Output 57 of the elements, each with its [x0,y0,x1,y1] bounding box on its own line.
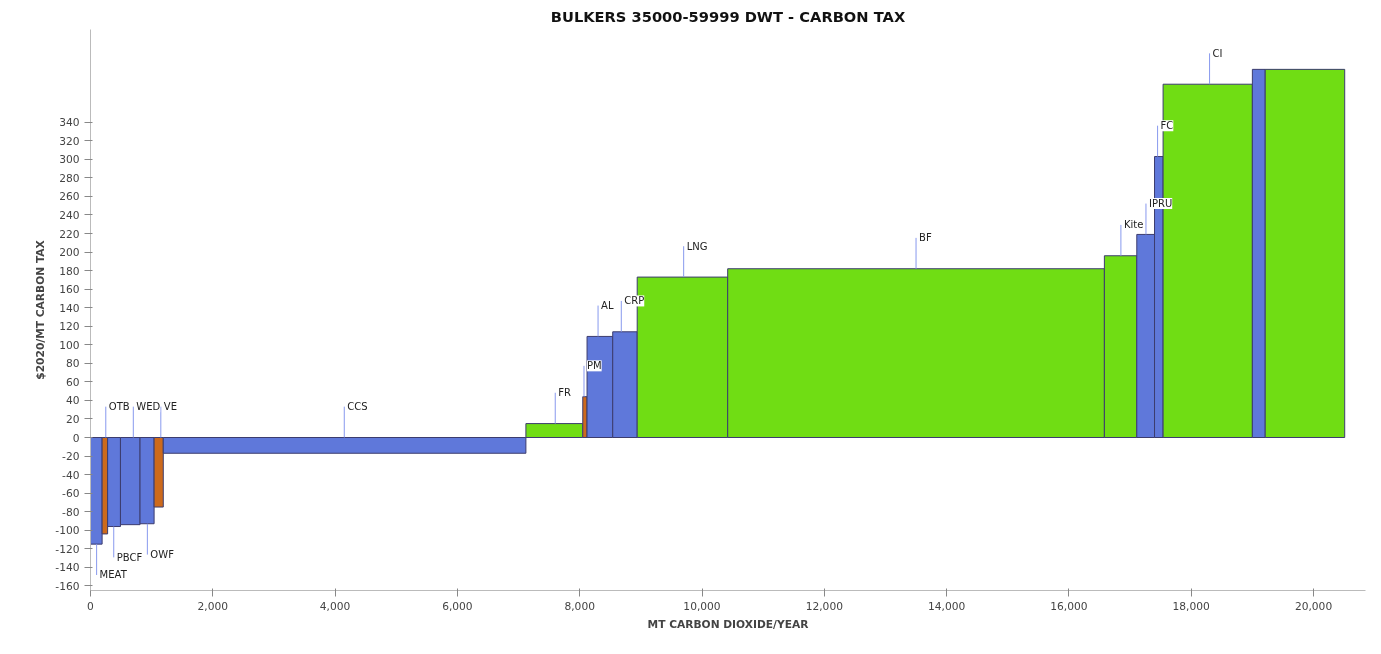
x-tick-label: 12,000 [805,599,844,613]
x-tick-label: 18,000 [1172,599,1211,613]
y-tick-label: 340 [59,116,80,130]
annotation: Kite [1123,219,1144,231]
x-tick-label: 20,000 [1294,599,1333,613]
annotation: MEAT [99,569,128,581]
annotation: AL [601,300,614,312]
x-axis-title: MT CARBON DIOXIDE/YEAR [647,617,809,631]
y-tick-label: -160 [55,579,80,593]
annotation: LNG [686,240,708,252]
y-tick-label: 100 [59,338,80,352]
x-tick-label: 8,000 [564,599,596,613]
x-tick-label: 16,000 [1050,599,1088,613]
annotation: PBCF [116,551,143,563]
y-tick-label: 120 [59,320,80,334]
x-tick-label: 0 [87,599,95,613]
y-tick-label: -100 [55,524,80,538]
y-tick-label: 200 [59,246,80,260]
y-tick-label: 0 [72,431,80,445]
y-tick-label: 60 [65,375,80,389]
annotation: OTB [108,401,130,413]
x-tick-label: 10,000 [683,599,721,613]
annotation: IPRU [1148,198,1173,210]
y-tick-label: 160 [59,283,80,297]
x-tick-label: 6,000 [442,599,473,613]
y-tick-label: -40 [62,468,80,482]
y-tick-label: -20 [62,450,80,464]
y-tick-label: 140 [59,301,80,315]
annotation: WED [136,401,161,413]
y-tick-label: -120 [55,542,80,556]
annotation: FR [558,387,571,399]
x-tick-label: 4,000 [319,599,351,613]
annotation: BF [919,232,932,244]
x-tick-label: 2,000 [197,599,229,613]
annotation: CI [1212,47,1223,59]
annotation: VE [163,401,177,413]
y-tick-label: 280 [59,171,80,185]
annotation: CRP [624,295,645,307]
annotation: FC [1160,120,1174,132]
y-tick-label: 220 [59,227,80,241]
annotation: OWF [150,549,175,561]
y-tick-label: 40 [65,394,80,408]
annotation: PM [586,360,602,372]
y-tick-label: 180 [59,264,80,278]
y-tick-label: 80 [65,357,80,371]
y-tick-label: -80 [62,505,80,519]
y-axis-title: $2020/MT CARBON TAX [34,240,48,380]
y-tick-label: -60 [62,487,80,501]
y-tick-label: 320 [59,134,80,148]
y-tick-label: 240 [59,208,80,222]
y-tick-label: 260 [59,190,80,204]
annotation: CCS [347,401,368,413]
chart-title: BULKERS 35000-59999 DWT - CARBON TAX [550,7,906,25]
y-tick-label: 20 [65,412,80,426]
x-tick-label: 14,000 [927,599,966,613]
y-tick-label: 300 [59,153,80,167]
y-tick-label: -140 [55,561,80,575]
